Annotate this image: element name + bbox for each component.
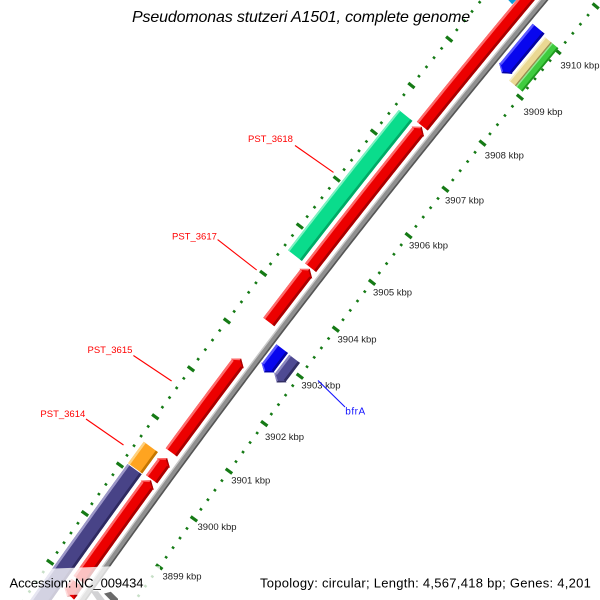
- svg-text:3905 kbp: 3905 kbp: [373, 287, 412, 298]
- svg-text:3908 kbp: 3908 kbp: [485, 150, 524, 161]
- svg-text:3910 kbp: 3910 kbp: [560, 60, 599, 71]
- svg-text:PST_3614: PST_3614: [40, 409, 85, 420]
- svg-text:3906 kbp: 3906 kbp: [409, 241, 448, 252]
- svg-text:3909 kbp: 3909 kbp: [524, 107, 563, 118]
- svg-text:Accession: NC_009434: Accession: NC_009434: [10, 576, 144, 591]
- svg-text:PST_3617: PST_3617: [172, 232, 217, 243]
- svg-text:3902 kbp: 3902 kbp: [265, 432, 304, 443]
- svg-text:3899 kbp: 3899 kbp: [163, 572, 202, 583]
- svg-text:bfrA: bfrA: [345, 407, 365, 418]
- svg-text:3900 kbp: 3900 kbp: [198, 522, 237, 533]
- svg-text:3901 kbp: 3901 kbp: [231, 476, 270, 487]
- svg-text:3907 kbp: 3907 kbp: [445, 196, 484, 207]
- svg-text:3904 kbp: 3904 kbp: [338, 335, 377, 346]
- svg-text:3903 kbp: 3903 kbp: [301, 380, 340, 391]
- svg-text:PST_3618: PST_3618: [248, 134, 293, 145]
- svg-text:Topology: circular; Length: 4,: Topology: circular; Length: 4,567,418 bp…: [260, 576, 591, 591]
- svg-text:PST_3615: PST_3615: [88, 345, 133, 356]
- svg-text:Pseudomonas stutzeri A1501, co: Pseudomonas stutzeri A1501, complete gen…: [132, 9, 470, 26]
